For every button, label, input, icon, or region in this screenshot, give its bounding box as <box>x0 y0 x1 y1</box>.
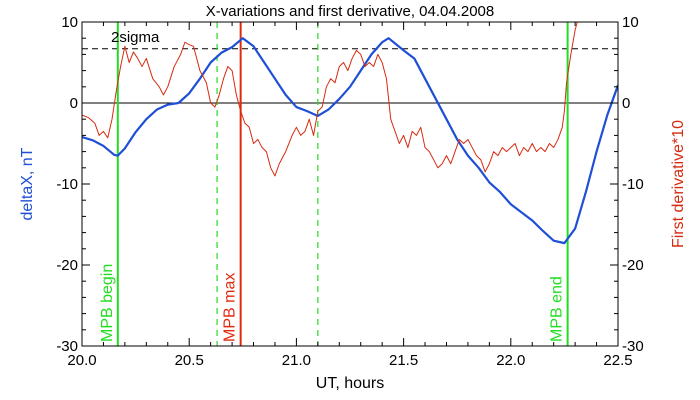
y-tick-label-right: 0 <box>622 95 630 112</box>
x-tick-label: 22.5 <box>603 352 632 369</box>
derivative-series-line <box>82 22 578 177</box>
plot-data-layer <box>82 22 618 346</box>
marker-labels: MPB begin MPB max MPB end <box>99 264 566 342</box>
y-tick-label-right: -10 <box>622 176 644 193</box>
x-tick-label: 20.0 <box>67 352 96 369</box>
mpb-end-label: MPB end <box>549 276 566 342</box>
sigma-label: 2sigma <box>111 29 160 46</box>
deltaX-series-line <box>82 37 618 245</box>
y-tick-label-right: -20 <box>622 257 644 274</box>
x-tick-label: 21.0 <box>282 352 311 369</box>
y-axis-title-right: First derivative*10 <box>670 120 687 248</box>
mpb-max-label: MPB max <box>222 273 239 342</box>
x-axis-title: UT, hours <box>316 375 384 392</box>
y-tick-label-left: -30 <box>56 338 78 355</box>
tick-label-layer: 20.0 20.5 21.0 21.5 22.0 22.5-30 -30-20 -20-10-… <box>56 14 643 369</box>
x-tick-label: 22.0 <box>496 352 525 369</box>
chart-title: X-variations and first derivative, 04.04… <box>206 3 495 20</box>
y-tick-label-right: -30 <box>622 338 644 355</box>
mpb-begin-label: MPB begin <box>99 264 116 342</box>
y-tick-label-left: 10 <box>61 14 78 31</box>
plot-frame-layer <box>81 21 619 347</box>
x-tick-label: 21.5 <box>389 352 418 369</box>
y-tick-label-left: 0 <box>70 95 78 112</box>
y-axis-title-left: deltaX, nT <box>19 147 36 220</box>
y-tick-label-right: 10 <box>622 14 639 31</box>
plot-frame <box>81 21 619 347</box>
y-tick-label-left: -20 <box>56 257 78 274</box>
y-tick-label-left: -10 <box>56 176 78 193</box>
x-tick-label: 20.5 <box>175 352 204 369</box>
